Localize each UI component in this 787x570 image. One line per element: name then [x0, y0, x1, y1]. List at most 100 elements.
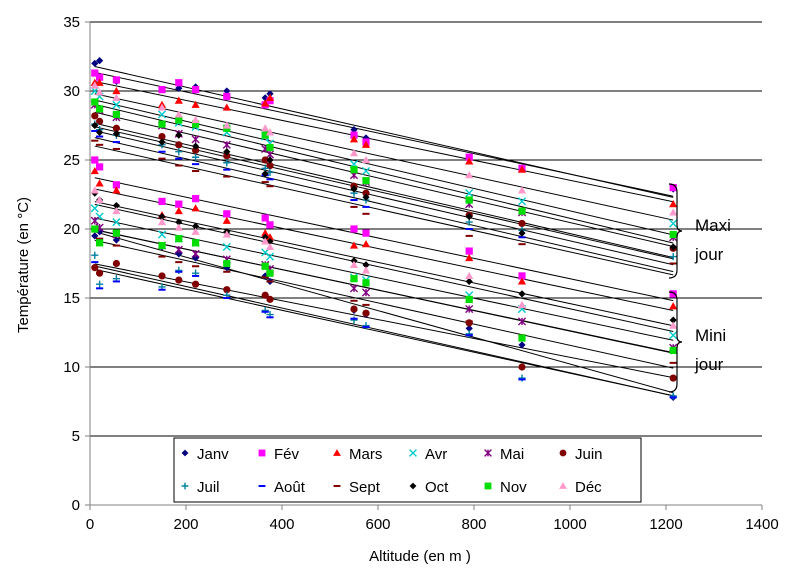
point-0-max-6 — [223, 87, 231, 95]
point-5-min-12 — [518, 363, 526, 371]
point-9-min-5 — [192, 222, 200, 230]
point-0-max-1 — [96, 57, 104, 65]
y-tick-label-1: 5 — [72, 428, 80, 445]
point-5-min-8 — [266, 295, 274, 303]
x-tick-label-1: 200 — [173, 516, 198, 533]
trendline-7-min — [94, 268, 674, 397]
trendline-2-min — [94, 188, 674, 312]
y-tick-label-6: 30 — [63, 83, 80, 100]
point-11-min-0 — [90, 186, 99, 194]
legend-marker-9 — [409, 482, 417, 490]
point-10-min-0 — [91, 225, 99, 233]
point-1-max-0 — [91, 69, 99, 77]
trendline-1-min — [94, 177, 674, 302]
point-10-min-3 — [158, 241, 166, 250]
legend-marker-5 — [559, 449, 567, 457]
point-11-max-9 — [349, 149, 359, 157]
series-10 — [91, 98, 677, 355]
point-10-min-1 — [96, 239, 104, 247]
point-11-max-2 — [112, 93, 121, 101]
x-tick-label-3: 600 — [365, 516, 390, 533]
point-3-min-13 — [669, 331, 678, 340]
point-2-max-1 — [95, 78, 104, 86]
point-1-min-10 — [362, 229, 370, 237]
point-10-max-7 — [261, 131, 269, 139]
point-1-min-9 — [350, 225, 358, 233]
legend-marker-3 — [409, 449, 417, 457]
trendline-10-max — [94, 103, 674, 244]
annotation-1-line-0: Mini — [695, 326, 726, 345]
point-6-min-1 — [96, 280, 104, 288]
point-9-max-3 — [158, 138, 166, 146]
point-2-max-8 — [265, 93, 275, 101]
point-6-min-9 — [350, 316, 358, 324]
point-9-min-2 — [112, 201, 120, 210]
maxi-brace — [668, 183, 683, 279]
point-2-min-7 — [261, 229, 270, 237]
point-2-max-4 — [174, 96, 183, 104]
point-1-min-1 — [96, 163, 104, 171]
point-6-max-8 — [266, 168, 274, 177]
point-9-min-12 — [518, 290, 526, 298]
series-11 — [90, 81, 678, 329]
legend-label-3: Avr — [425, 446, 447, 463]
point-9-max-11 — [465, 212, 473, 221]
series-9 — [91, 121, 677, 324]
legend-label-2: Mars — [349, 446, 382, 463]
legend-marker-10 — [484, 482, 492, 490]
point-4-max-5 — [191, 135, 200, 144]
point-2-min-13 — [669, 302, 678, 310]
point-5-max-12 — [518, 219, 526, 228]
x-tick-label-0: 0 — [86, 516, 94, 533]
point-1-max-3 — [158, 86, 166, 94]
point-11-max-8 — [265, 128, 275, 136]
point-6-min-7 — [261, 306, 269, 315]
point-0-min-5 — [192, 254, 200, 262]
legend-marker-6 — [181, 482, 189, 490]
point-9-max-8 — [266, 156, 274, 164]
legend-marker-0 — [181, 449, 189, 457]
trendline-5-min — [94, 263, 674, 379]
point-3-max-10 — [361, 166, 371, 176]
point-2-max-2 — [112, 86, 121, 95]
point-11-max-5 — [191, 115, 200, 124]
point-9-min-3 — [158, 212, 166, 221]
point-5-max-7 — [261, 156, 269, 164]
point-4-min-10 — [361, 288, 371, 297]
point-5-max-2 — [112, 124, 120, 132]
annotation-0-line-0: Maxi — [695, 216, 731, 235]
x-tick-label-7: 1400 — [745, 516, 778, 533]
legend-marker-1 — [258, 449, 266, 457]
y-tick-label-2: 10 — [63, 359, 80, 376]
x-tick-label-6: 1200 — [649, 516, 682, 533]
point-1-min-12 — [518, 272, 526, 280]
point-5-min-13 — [669, 374, 677, 382]
point-2-min-5 — [191, 204, 200, 212]
legend-marker-4 — [484, 449, 492, 457]
point-1-min-6 — [223, 210, 231, 218]
point-10-max-9 — [350, 166, 358, 174]
point-6-min-11 — [465, 330, 473, 338]
point-9-min-4 — [175, 218, 183, 226]
point-9-max-9 — [350, 185, 358, 193]
point-10-max-12 — [518, 207, 526, 215]
trendline-11-min — [94, 203, 674, 332]
point-10-min-5 — [192, 239, 200, 247]
legend-marker-11 — [559, 482, 567, 489]
trend-lines — [94, 66, 674, 397]
point-10-min-11 — [465, 295, 473, 303]
point-9-max-4 — [175, 131, 183, 139]
point-2-max-11 — [465, 157, 474, 165]
point-10-min-6 — [223, 259, 231, 268]
point-4-min-12 — [517, 317, 527, 326]
series-8 — [91, 139, 677, 364]
point-9-min-10 — [362, 261, 370, 269]
point-6-min-4 — [175, 266, 183, 274]
point-9-max-13 — [669, 243, 677, 251]
point-5-max-10 — [362, 189, 370, 197]
legend-label-4: Mai — [500, 446, 524, 463]
y-tick-label-5: 25 — [63, 152, 80, 169]
legend-label-7: Août — [274, 479, 306, 496]
legend-label-6: Juil — [197, 479, 220, 496]
trendline-5-max — [94, 122, 674, 259]
